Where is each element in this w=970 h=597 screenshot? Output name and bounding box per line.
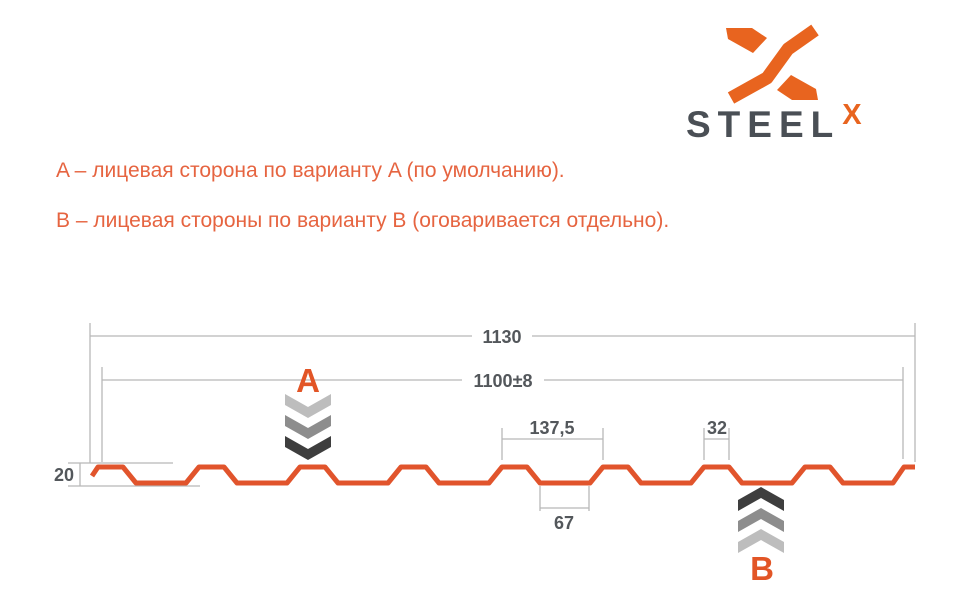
chevron-down-icon	[285, 415, 331, 439]
steelx-wordmark: STEELX	[686, 99, 862, 146]
chevron-up-icon	[738, 529, 784, 553]
dim-working-width-value: 1100±8	[474, 371, 533, 391]
variant-b-marker: B	[738, 487, 784, 587]
dim-working-width: 1100±8	[101, 367, 904, 462]
chevron-down-icon	[285, 436, 331, 460]
variant-a-letter: A	[296, 362, 320, 399]
dim-rib-bottom: 67	[539, 486, 590, 533]
dim-rib-bottom-value: 67	[554, 513, 574, 533]
legend-line-variant-b: B – лицевая стороны по варианту B (огова…	[56, 209, 670, 232]
chevron-up-icon	[738, 508, 784, 532]
dim-rib-pitch: 137,5	[501, 418, 604, 460]
variant-b-letter: B	[750, 550, 774, 587]
dim-rib-top: 32	[703, 418, 730, 460]
logo-steel-text: STEEL	[686, 104, 841, 145]
sheet-profile-line	[89, 464, 915, 486]
dim-rib-top-value: 32	[707, 418, 727, 438]
dim-rib-pitch-value: 137,5	[529, 418, 574, 438]
chevron-up-icon	[738, 487, 784, 511]
legend-line-variant-a: A – лицевая сторона по варианту A (по ум…	[56, 159, 565, 182]
logo-arm-se	[777, 75, 818, 100]
steelx-logo-icon	[726, 24, 819, 104]
logo-arm-nw	[726, 28, 767, 53]
logo-s-ribbon	[727, 24, 819, 104]
logo-sup-x: X	[842, 99, 862, 131]
variant-a-marker: A	[285, 362, 331, 460]
dim-profile-height-value: 20	[54, 465, 74, 485]
dim-total-width: 1130	[89, 323, 916, 463]
chevron-down-icon	[285, 394, 331, 418]
dim-total-width-value: 1130	[482, 327, 521, 347]
legend: A – лицевая сторона по варианту A (по ум…	[56, 159, 669, 259]
dim-profile-height: 20	[54, 462, 200, 487]
